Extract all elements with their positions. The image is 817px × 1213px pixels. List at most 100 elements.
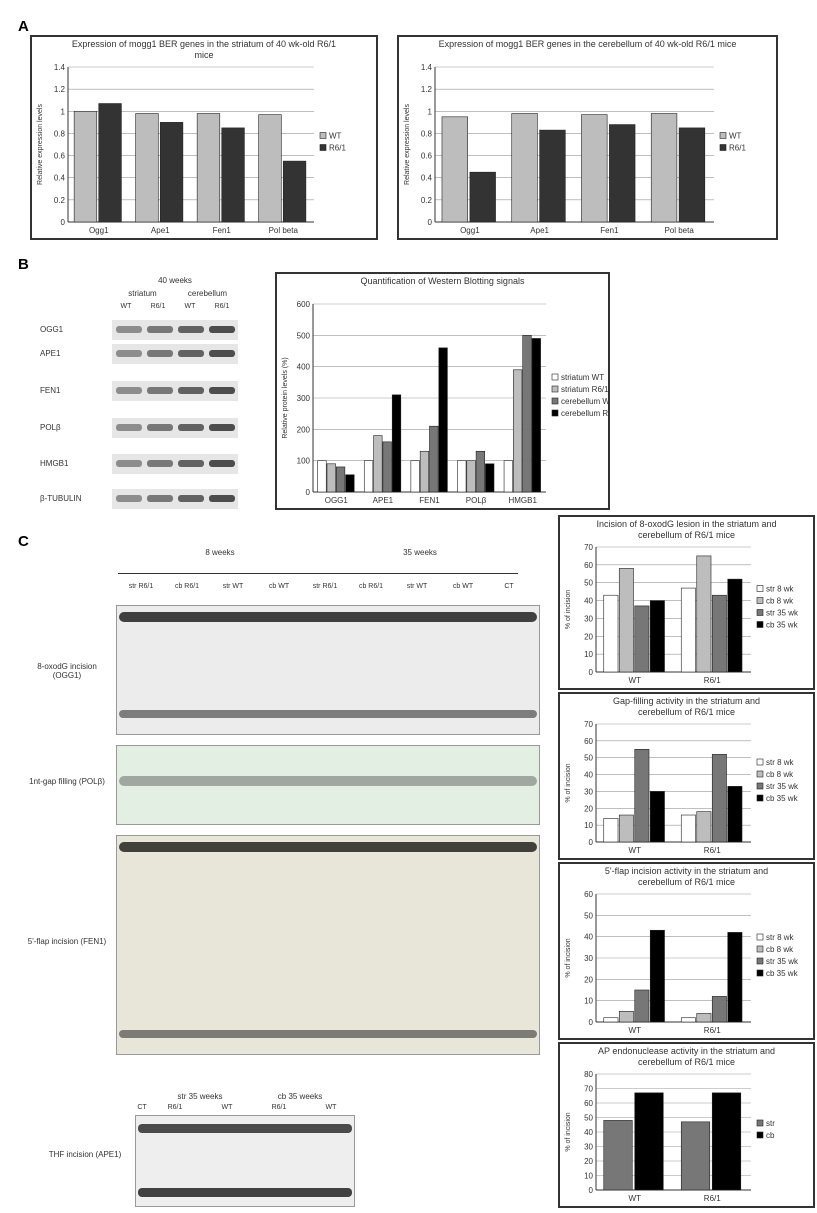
bar: [609, 124, 636, 223]
y-tick-label: 70: [584, 543, 593, 552]
legend-swatch: [551, 409, 559, 417]
gel-band: [138, 1188, 352, 1197]
bar: [511, 113, 538, 223]
y-tick-label: 10: [584, 997, 593, 1006]
bar: [711, 594, 727, 673]
bar: [457, 460, 467, 493]
bar: [581, 114, 608, 223]
bar: [603, 594, 619, 673]
y-tick-label: 500: [297, 331, 311, 340]
blot-band: [147, 460, 173, 467]
blot-band: [209, 387, 235, 394]
blot-band: [178, 424, 204, 431]
blot-strip: [112, 344, 238, 364]
bar: [438, 347, 448, 493]
gel-band: [119, 1030, 537, 1038]
bar: [696, 555, 712, 673]
legend-swatch: [719, 144, 727, 151]
x-tick-label: WT: [629, 846, 642, 855]
x-tick-label: R6/1: [704, 676, 721, 685]
bar: [258, 114, 282, 223]
legend-swatch: [319, 144, 327, 151]
blot-band: [116, 326, 142, 333]
y-tick-label: 1.2: [421, 85, 433, 94]
y-tick-label: 1.4: [421, 63, 433, 72]
y-tick-label: 0: [589, 1186, 594, 1195]
y-tick-label: 50: [584, 754, 593, 763]
x-tick-label: Pol beta: [269, 226, 299, 235]
blot-band: [209, 350, 235, 357]
bar: [711, 754, 727, 843]
gel-band: [138, 1124, 352, 1133]
chart-title: Expression of mogg1 BER genes in the str…: [71, 39, 337, 60]
y-tick-label: 0.6: [421, 152, 433, 161]
legend-swatch: [756, 794, 764, 802]
legend-swatch: [756, 597, 764, 604]
gel: [135, 1115, 355, 1207]
chart-title: Incision of 8-oxodG lesion in the striat…: [596, 519, 777, 540]
blot-strip: [112, 454, 238, 474]
legend-swatch: [756, 969, 764, 977]
divider: [118, 573, 518, 574]
bar: [727, 578, 743, 673]
x-tick-label: Fen1: [600, 226, 619, 235]
y-tick-label: 0: [306, 488, 311, 497]
bar: [475, 450, 485, 493]
gel-band: [119, 776, 537, 786]
x-tick-label: Ape1: [530, 226, 549, 235]
y-tick-label: 200: [297, 425, 311, 434]
bar: [603, 1017, 619, 1023]
label: CT: [137, 1104, 147, 1111]
legend-swatch: [756, 1119, 764, 1127]
legend-swatch: [756, 585, 764, 592]
y-tick-label: 600: [297, 300, 311, 309]
legend-swatch: [756, 770, 764, 778]
legend-label: cb 8 wk: [766, 945, 794, 954]
chart-plot: Relative expression levels 0 0.2 0.4 0.6 0.8 1…: [404, 63, 746, 235]
bar: [649, 600, 665, 673]
y-tick-label: 10: [584, 650, 593, 659]
bar: [727, 786, 743, 843]
bar: [539, 129, 566, 223]
y-tick-label: 60: [584, 737, 593, 746]
blot-band: [116, 495, 142, 502]
label: OGG1: [40, 325, 64, 334]
bar: [634, 1092, 664, 1191]
x-tick-label: WT: [629, 676, 642, 685]
label: str WT: [406, 583, 428, 590]
y-tick-label: 0: [589, 838, 594, 847]
label: str 35 weeks: [177, 1092, 223, 1101]
y-tick-label: 20: [584, 975, 593, 984]
y-axis-label: % of incision: [565, 590, 572, 629]
blot-band: [116, 350, 142, 357]
x-tick-label: R6/1: [704, 1194, 721, 1203]
bar: [618, 1011, 634, 1023]
legend-label: cb 35 wk: [766, 794, 799, 803]
bar: [469, 171, 496, 223]
legend-swatch: [756, 609, 764, 616]
bar: [603, 818, 619, 843]
x-tick-label: Fen1: [213, 226, 232, 235]
blot-strip: [112, 381, 238, 401]
bar: [441, 116, 468, 223]
y-tick-label: 0.8: [54, 129, 66, 138]
chart-title: Quantification of Western Blotting signa…: [360, 276, 525, 286]
chart-title: 5'-flap incision activity in the striatu…: [604, 866, 769, 887]
y-tick-label: 50: [584, 911, 593, 920]
y-axis-label: % of incision: [565, 938, 572, 977]
bar: [345, 474, 355, 493]
x-tick-label: R6/1: [704, 1026, 721, 1035]
blot-band: [116, 460, 142, 467]
bar: [680, 1121, 711, 1191]
blot-band: [209, 326, 235, 333]
legend-label: WT: [729, 132, 742, 141]
y-tick-label: 1: [428, 107, 433, 116]
chart: 5'-flap incision activity in the striatu…: [558, 862, 815, 1040]
blot-band: [147, 326, 173, 333]
bar: [513, 369, 523, 493]
panel-label: A: [18, 18, 29, 35]
bar: [696, 811, 712, 843]
chart: Expression of mogg1 BER genes in the cer…: [397, 35, 778, 240]
bar: [221, 127, 245, 223]
legend-label: striatum R6/1: [561, 385, 608, 394]
